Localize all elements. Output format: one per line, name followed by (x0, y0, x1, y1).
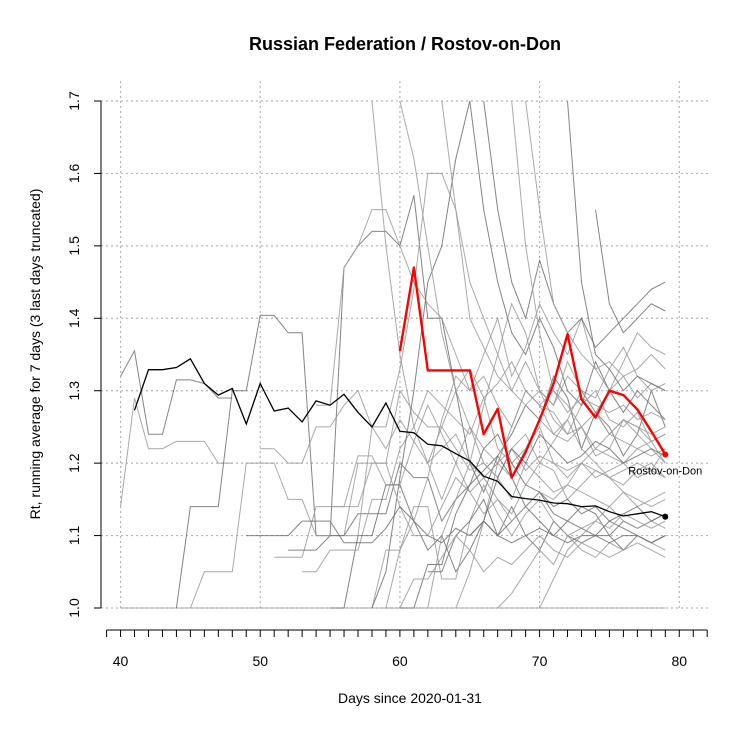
other-line-22 (497, 534, 666, 609)
national-series (133, 357, 669, 520)
other-line-26 (260, 389, 666, 479)
grid (101, 81, 710, 609)
highlight-line (398, 266, 667, 479)
y-axis-label: Rt, running average for 7 days (3 last d… (27, 189, 43, 520)
y-tick-label-1: 1.1 (66, 526, 82, 546)
other-line-3 (175, 195, 666, 609)
x-tick-label-1: 50 (252, 653, 268, 669)
y-tick-label-5: 1.5 (66, 236, 82, 256)
x-tick-label-3: 70 (532, 653, 548, 669)
y-tick-label-6: 1.6 (66, 163, 82, 183)
other-line-25 (330, 462, 666, 537)
x-tick-label-2: 60 (392, 653, 408, 669)
y-tick-label-7: 1.7 (66, 91, 82, 111)
other-line-1 (120, 397, 233, 507)
other-series (120, 100, 666, 609)
y-tick-label-4: 1.4 (66, 308, 82, 328)
other-line-9 (330, 484, 666, 609)
other-line-18 (427, 498, 666, 573)
national-line (133, 357, 666, 518)
other-line-31 (525, 100, 666, 377)
x-tick-label-0: 40 (113, 653, 129, 669)
other-line-33 (595, 209, 666, 334)
other-line-12 (371, 100, 666, 609)
highlight-end-point (662, 451, 669, 458)
other-line-32 (539, 513, 666, 609)
other-line-10 (344, 172, 666, 537)
other-line-29 (427, 360, 666, 464)
other-line-27 (246, 505, 666, 544)
annotation-0: Rostov-on-Don (628, 465, 702, 477)
other-line-30 (469, 433, 666, 536)
other-line-4 (189, 389, 666, 609)
annotations: Rostov-on-Don (628, 465, 702, 477)
other-line-28 (385, 534, 666, 609)
other-line-0 (120, 349, 233, 435)
axes: 1.0 1.1 1.2 1.3 1.4 1.5 1.6 1.7 40 50 60 70 80 (66, 91, 708, 669)
y-tick-label-3: 1.3 (66, 381, 82, 401)
other-line-13 (371, 100, 666, 501)
other-line-11 (358, 483, 666, 609)
other-line-21 (483, 100, 666, 349)
highlight-series (398, 266, 669, 479)
y-tick-label-2: 1.2 (66, 453, 82, 473)
other-line-23 (511, 100, 666, 436)
y-tick-label-0: 1.0 (66, 598, 82, 618)
x-axis-label: Days since 2020-01-31 (338, 690, 482, 706)
other-line-24 (567, 100, 666, 392)
x-tick-label-4: 80 (671, 653, 687, 669)
national-end-point (662, 513, 669, 520)
other-line-19 (441, 100, 666, 457)
chart-title: Russian Federation / Rostov-on-Don (249, 34, 561, 54)
